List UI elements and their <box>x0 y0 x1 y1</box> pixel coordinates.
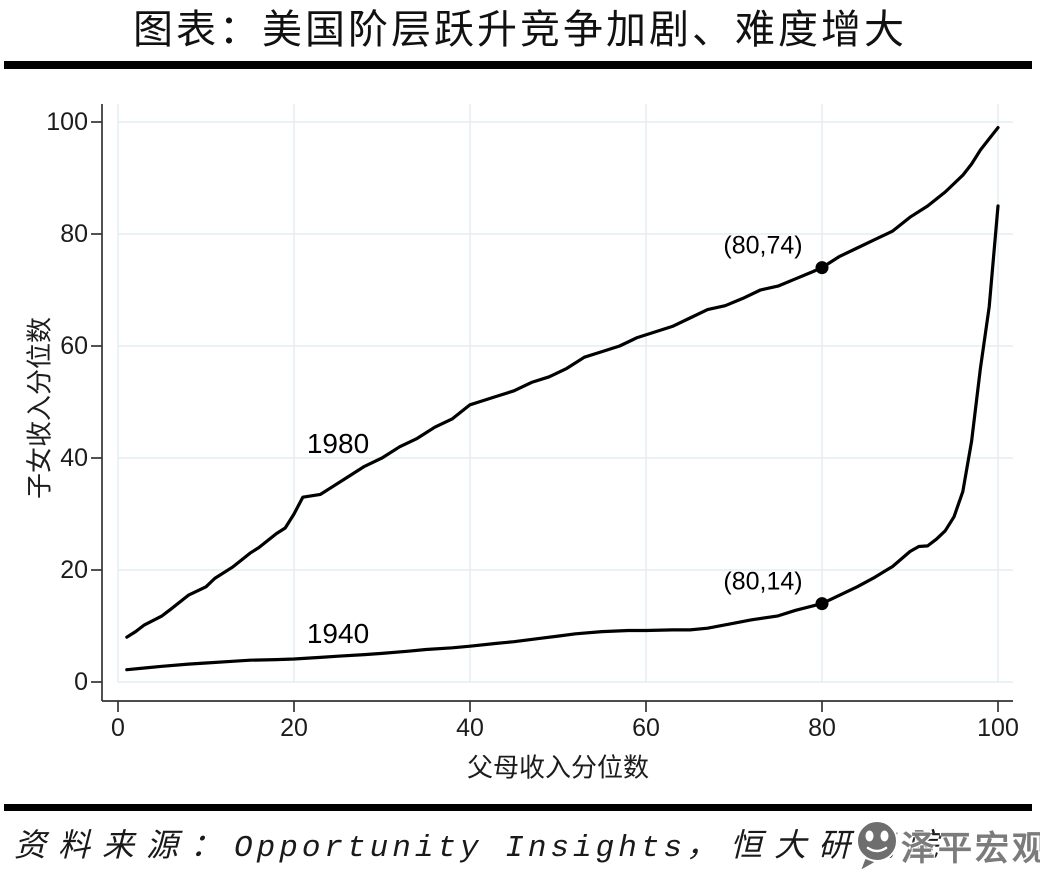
source-line: 资料来源：Opportunity Insights，恒大研究院 <box>14 820 950 866</box>
plot-area <box>91 104 1013 712</box>
annotation-label: (80,74) <box>723 231 803 260</box>
x-tick-label: 20 <box>280 714 308 742</box>
y-axis-title: 子女收入分位数 <box>24 316 55 500</box>
top-divider <box>4 61 1032 69</box>
x-tick-label: 40 <box>456 714 484 742</box>
series-line-1980 <box>125 125 1000 639</box>
y-tick-label: 40 <box>60 444 88 472</box>
source-en-text: Opportunity Insights <box>234 831 687 866</box>
source-prefix: 资料来源： <box>14 827 235 863</box>
watermark: 泽平宏观 <box>853 818 1040 872</box>
watermark-text: 泽平宏观 <box>901 829 1040 868</box>
zeping-logo-icon <box>856 820 898 872</box>
series-label-1980: 1980 <box>306 428 370 459</box>
y-tick-label: 0 <box>74 668 88 696</box>
bottom-divider <box>4 804 1032 811</box>
x-tick-label: 80 <box>808 714 836 742</box>
figure-title: 图表：美国阶层跃升竞争加剧、难度增大 <box>133 7 907 52</box>
annotation-label: (80,14) <box>723 567 803 596</box>
y-tick-label: 20 <box>60 556 88 584</box>
x-tick-label: 60 <box>632 714 660 742</box>
series-marker-1940 <box>815 597 829 611</box>
series-line-1940 <box>125 204 1000 672</box>
y-tick-label: 60 <box>60 332 88 360</box>
x-tick-label: 100 <box>977 714 1019 742</box>
x-axis-title: 父母收入分位数 <box>466 752 650 783</box>
y-tick-label: 80 <box>60 220 88 248</box>
x-tick-label: 0 <box>111 714 125 742</box>
series-marker-1980 <box>815 261 829 275</box>
series-label-1940: 1940 <box>306 617 370 649</box>
y-tick-label: 100 <box>46 108 88 136</box>
